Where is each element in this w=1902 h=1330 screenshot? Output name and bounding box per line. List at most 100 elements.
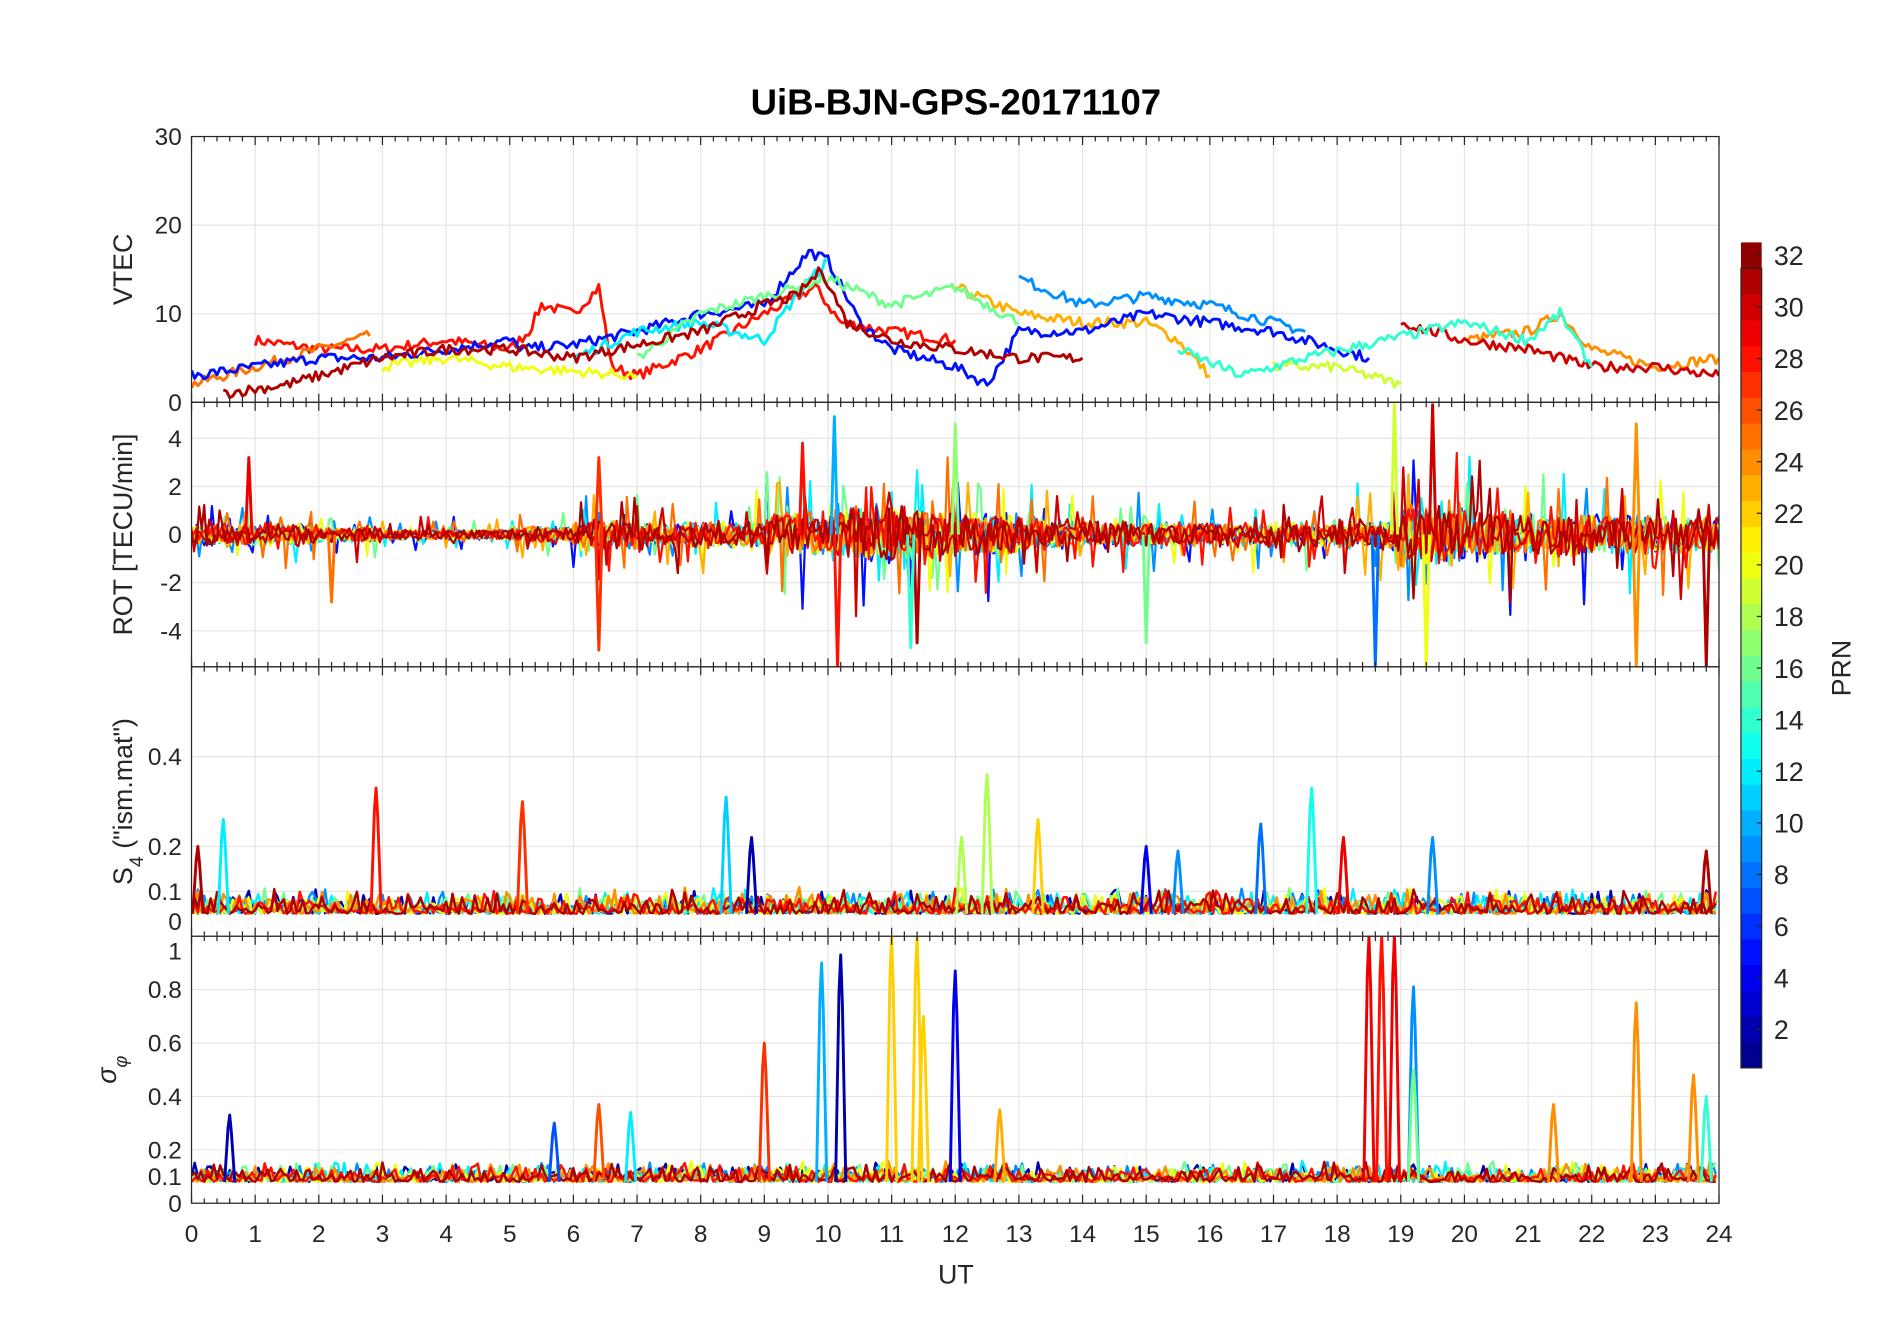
sigma_phi-series-prn-28 <box>191 1161 1717 1184</box>
rot-spike <box>594 534 604 652</box>
x-tick-label: 8 <box>694 1221 708 1248</box>
sigma_phi-spike <box>1387 936 1401 1182</box>
sigma_phi-spike <box>624 1110 638 1182</box>
x-tick-label: 19 <box>1387 1221 1414 1248</box>
series-group <box>191 402 1720 667</box>
rot-spike <box>1427 403 1438 535</box>
colorbar-swatch <box>1740 964 1762 992</box>
colorbar-swatch <box>1740 526 1762 553</box>
s4-spike <box>1171 849 1185 914</box>
rot-spike <box>1421 534 1431 667</box>
vtec-series-prn-30 <box>1400 321 1720 378</box>
x-tick-label: 9 <box>758 1221 772 1248</box>
colorbar-swatch <box>1740 345 1762 372</box>
vtec-series-prn-28 <box>253 282 957 381</box>
y-tick-label: 30 <box>155 124 182 151</box>
y-tick-label: -4 <box>160 618 182 645</box>
y-tick-label: 0.1 <box>148 1164 182 1191</box>
rot-spike <box>829 415 839 535</box>
y-tick-label: 4 <box>168 426 182 453</box>
x-tick-label: 6 <box>567 1221 581 1248</box>
y-tick-label: 0.4 <box>148 1084 182 1111</box>
series-group <box>191 936 1718 1184</box>
colorbar-swatch <box>1740 758 1762 785</box>
x-tick-label: 17 <box>1260 1221 1287 1248</box>
y-tick-label: 0.6 <box>148 1031 182 1058</box>
colorbar-swatch <box>1740 371 1762 398</box>
x-tick-label: 11 <box>879 1221 904 1248</box>
x-tick-label: 20 <box>1451 1221 1478 1248</box>
x-tick-label: 24 <box>1705 1221 1732 1248</box>
rot-series-prn-31 <box>191 459 1720 605</box>
colorbar-swatch <box>1740 397 1762 424</box>
s4-spike <box>1139 844 1153 914</box>
colorbar-swatch <box>1740 655 1762 682</box>
rot-spike <box>1370 534 1380 667</box>
y-axis-label: σφ <box>92 1056 131 1084</box>
x-tick-label: 12 <box>942 1221 969 1248</box>
y-tick-label: 1 <box>168 938 182 965</box>
x-tick-label: 3 <box>376 1221 390 1248</box>
sigma_phi-spike <box>1629 1001 1643 1182</box>
y-axis-label: VTEC <box>108 234 138 305</box>
s4-spike <box>1699 849 1713 914</box>
colorbar-swatch <box>1740 319 1762 347</box>
colorbar-swatch <box>1740 809 1762 837</box>
colorbar-swatch <box>1740 835 1762 863</box>
colorbar-swatch <box>1740 629 1762 656</box>
sigma_phi-spike <box>547 1121 561 1182</box>
x-tick-label: 21 <box>1515 1221 1542 1248</box>
colorbar-swatch <box>1740 422 1762 450</box>
vtec-series-prn-9 <box>1018 274 1306 334</box>
colorbar-label: PRN <box>1827 640 1857 697</box>
y-tick-label: 10 <box>155 301 182 328</box>
s4-spike <box>955 835 969 914</box>
x-tick-label: 18 <box>1324 1221 1351 1248</box>
y-axis-label: ROT [TECU/min] <box>108 434 138 636</box>
y-tick-label: -2 <box>160 570 182 597</box>
sigma_phi-spike <box>1699 1094 1713 1182</box>
x-tick-label: 22 <box>1578 1221 1605 1248</box>
rot-spike <box>1701 534 1711 667</box>
colorbar-tick-label: 28 <box>1774 344 1804 374</box>
colorbar-tick-label: 26 <box>1774 396 1804 426</box>
sigma_phi-spike <box>834 953 848 1182</box>
y-axis-label: S4 ("ism.mat") <box>108 718 148 885</box>
s4-series-prn-31 <box>191 887 1717 916</box>
y-tick-label: 0.8 <box>148 977 182 1004</box>
x-tick-label: 14 <box>1069 1221 1096 1248</box>
rot-spike <box>950 422 960 535</box>
colorbar-swatch <box>1740 706 1762 734</box>
s4-spike <box>1336 835 1351 914</box>
sigma_phi-spike <box>948 969 962 1182</box>
vtec-series-prn-16 <box>637 273 1020 360</box>
colorbar-tick-label: 16 <box>1774 654 1804 684</box>
colorbar-swatch <box>1740 268 1762 295</box>
rot-spike <box>906 534 916 650</box>
s4-spike <box>1426 835 1440 914</box>
colorbar-tick-label: 20 <box>1774 551 1804 581</box>
sigma_phi-spike <box>223 1113 237 1182</box>
y-tick-label: 0 <box>168 1191 182 1218</box>
x-tick-label: 5 <box>503 1221 517 1248</box>
x-tick-label: 1 <box>248 1221 262 1248</box>
y-tick-label: 2 <box>168 474 182 501</box>
series-group <box>191 248 1720 400</box>
sigma_phi-spike <box>993 1108 1007 1182</box>
s4-spike <box>191 844 205 914</box>
rot-spike <box>1631 534 1641 667</box>
vtec-series-prn-14 <box>1176 306 1594 378</box>
sigma_phi-spike <box>1406 1068 1421 1182</box>
rot-spike <box>1389 402 1400 535</box>
colorbar-swatch <box>1740 577 1762 605</box>
colorbar-tick-label: 32 <box>1774 241 1804 271</box>
sigma_phi-spike <box>592 1102 606 1182</box>
panel-vtec: 0 10 20 30 VTEC <box>108 124 1720 417</box>
colorbar-swatch <box>1740 551 1762 579</box>
y-tick-label: 0.1 <box>148 879 182 906</box>
s4-spike <box>1305 786 1319 914</box>
colorbar-swatch <box>1740 1042 1762 1069</box>
y-tick-label: 0.4 <box>148 744 182 771</box>
